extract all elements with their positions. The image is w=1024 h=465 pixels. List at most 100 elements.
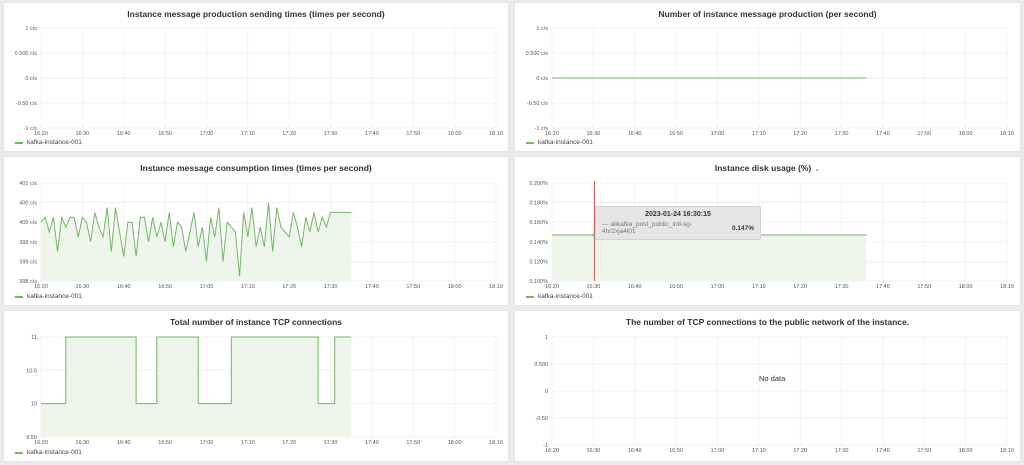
y-tick-label: 0.160% bbox=[529, 220, 548, 226]
panel-public-tcp-connections[interactable]: The number of TCP connections to the pub… bbox=[514, 310, 1021, 462]
tooltip-value: 0.147% bbox=[731, 224, 754, 232]
x-tick-label: 16:50 bbox=[669, 448, 683, 454]
series-line bbox=[40, 202, 352, 277]
x-tick-label: 17:40 bbox=[876, 284, 890, 290]
x-tick-label: 17:00 bbox=[200, 440, 214, 446]
panel-title[interactable]: Instance message production sending time… bbox=[127, 9, 385, 19]
y-tick-label: 0.140% bbox=[529, 240, 548, 246]
series-line bbox=[41, 336, 352, 405]
x-tick-label: 17:00 bbox=[711, 131, 725, 137]
x-tick-label: 16:40 bbox=[628, 448, 642, 454]
x-tick-label: 17:30 bbox=[324, 131, 338, 137]
x-tick-label: 18:00 bbox=[448, 440, 462, 446]
panel-title[interactable]: Instance disk usage (%) ⌄ bbox=[515, 163, 1020, 173]
x-tick-label: 16:20 bbox=[34, 284, 48, 290]
y-tick-label: 1 c/s bbox=[25, 26, 37, 32]
y-tick-label: 0 c/s bbox=[536, 76, 548, 82]
panel-production-sending-times[interactable]: Instance message production sending time… bbox=[3, 2, 509, 152]
y-tick-label: 399 c/s bbox=[19, 240, 37, 246]
x-tick-label: 18:10 bbox=[1000, 448, 1014, 454]
y-tick-label: 398 c/s bbox=[19, 279, 37, 285]
x-tick-label: 17:50 bbox=[917, 448, 931, 454]
x-tick-label: 18:00 bbox=[959, 131, 973, 137]
x-tick-label: 17:10 bbox=[241, 284, 255, 290]
y-tick-label: 399 c/s bbox=[19, 259, 37, 265]
tooltip-time: 2023-01-24 16:30:15 bbox=[645, 211, 711, 218]
y-tick-label: 0.500 c/s bbox=[15, 51, 38, 57]
x-tick-label: 17:10 bbox=[752, 284, 766, 290]
legend-label: kafka-instance-001 bbox=[27, 449, 82, 456]
chart-production-sending-times[interactable]: 1 c/s 0.500 c/s 0 c/s -0.50 c/s -1 c/s16:20 1… bbox=[4, 3, 510, 153]
x-tick-label: 17:20 bbox=[282, 131, 296, 137]
y-tick-label: 0.200% bbox=[529, 181, 548, 187]
legend[interactable]: kafka-instance-001 bbox=[526, 293, 593, 300]
x-tick-label: 16:50 bbox=[669, 131, 683, 137]
panel-title[interactable]: Total number of instance TCP connections bbox=[169, 317, 343, 327]
chart-production-count[interactable]: 1 c/s 0.500 c/s 0 c/s -0.50 c/s -1 c/s16:20 1… bbox=[515, 3, 1022, 153]
panel-consumption-times[interactable]: Instance message consumption times (time… bbox=[3, 156, 509, 306]
legend-swatch bbox=[15, 451, 23, 454]
legend-swatch bbox=[526, 141, 534, 144]
x-tick-label: 16:40 bbox=[628, 131, 642, 137]
x-tick-label: 17:00 bbox=[711, 448, 725, 454]
panel-production-count[interactable]: Number of instance message production (p… bbox=[514, 2, 1021, 152]
panel-tcp-connections[interactable]: Total number of instance TCP connections… bbox=[3, 310, 509, 462]
y-tick-label: 400 c/s bbox=[19, 220, 37, 226]
legend-label: kafka-instance-001 bbox=[538, 293, 593, 300]
no-data-label: No data bbox=[759, 374, 786, 383]
x-tick-label: 16:30 bbox=[75, 131, 89, 137]
legend[interactable]: kafka-instance-001 bbox=[526, 139, 593, 146]
legend-label: kafka-instance-001 bbox=[27, 293, 82, 300]
y-tick-label: -0.50 c/s bbox=[527, 101, 548, 107]
x-tick-label: 17:20 bbox=[793, 131, 807, 137]
x-tick-label: 16:30 bbox=[75, 440, 89, 446]
x-tick-label: 16:50 bbox=[669, 284, 683, 290]
y-tick-label: 10.5 bbox=[26, 368, 37, 374]
x-tick-label: 17:10 bbox=[241, 131, 255, 137]
x-tick-label: 18:10 bbox=[489, 131, 503, 137]
x-tick-label: 18:10 bbox=[489, 284, 503, 290]
x-tick-label: 16:40 bbox=[117, 131, 131, 137]
y-tick-label: 400 c/s bbox=[19, 201, 37, 207]
x-tick-label: 16:40 bbox=[117, 440, 131, 446]
x-tick-label: 17:20 bbox=[282, 284, 296, 290]
series-area bbox=[41, 337, 352, 437]
chart-public-tcp-connections[interactable]: 1 0.500 0 -0.50 -116:20 16:30 16:40 16:50 17:00 1… bbox=[515, 311, 1022, 463]
y-tick-label: 0.100% bbox=[529, 279, 548, 285]
chevron-down-icon[interactable]: ⌄ bbox=[814, 166, 821, 173]
x-tick-label: 17:40 bbox=[876, 448, 890, 454]
y-tick-label: 9.50 bbox=[26, 435, 37, 441]
x-tick-label: 17:30 bbox=[324, 440, 338, 446]
panel-title[interactable]: The number of TCP connections to the pub… bbox=[625, 317, 910, 327]
legend[interactable]: kafka-instance-001 bbox=[15, 139, 82, 146]
y-tick-label: 0.500 bbox=[534, 362, 548, 368]
y-tick-label: 10 bbox=[31, 402, 37, 408]
y-tick-label: 0.500 c/s bbox=[526, 51, 549, 57]
x-tick-label: 16:30 bbox=[75, 284, 89, 290]
legend[interactable]: kafka-instance-001 bbox=[15, 293, 82, 300]
legend[interactable]: kafka-instance-001 bbox=[15, 449, 82, 456]
x-tick-label: 18:10 bbox=[1000, 284, 1014, 290]
x-tick-label: 17:00 bbox=[711, 284, 725, 290]
y-tick-label: -1 c/s bbox=[535, 126, 549, 132]
x-tick-label: 16:20 bbox=[545, 448, 559, 454]
legend-swatch bbox=[15, 295, 23, 298]
chart-consumption-times[interactable]: 401 c/s 400 c/s 400 c/s 399 c/s 399 c/s 398 c… bbox=[4, 157, 510, 307]
chart-disk-usage[interactable]: 0.200% 0.180% 0.160% 0.140% 0.120% 0.100%16:2… bbox=[515, 157, 1022, 307]
panel-title[interactable]: Instance message consumption times (time… bbox=[140, 163, 372, 173]
x-tick-label: 17:10 bbox=[752, 131, 766, 137]
y-tick-label: 0.180% bbox=[529, 201, 548, 207]
y-tick-label: -1 c/s bbox=[24, 126, 38, 132]
y-tick-label: 11 bbox=[31, 335, 37, 341]
x-tick-label: 18:10 bbox=[489, 440, 503, 446]
y-tick-label: 0.120% bbox=[529, 259, 548, 265]
panel-disk-usage[interactable]: Instance disk usage (%) ⌄ 0.200% 0.180% 0.1… bbox=[514, 156, 1021, 306]
x-tick-label: 17:50 bbox=[406, 284, 420, 290]
panel-title[interactable]: Number of instance message production (p… bbox=[658, 9, 877, 19]
x-tick-label: 17:50 bbox=[406, 131, 420, 137]
legend-swatch bbox=[15, 141, 23, 144]
y-tick-label: 1 c/s bbox=[536, 26, 548, 32]
x-tick-label: 17:50 bbox=[917, 131, 931, 137]
x-tick-label: 17:30 bbox=[835, 448, 849, 454]
